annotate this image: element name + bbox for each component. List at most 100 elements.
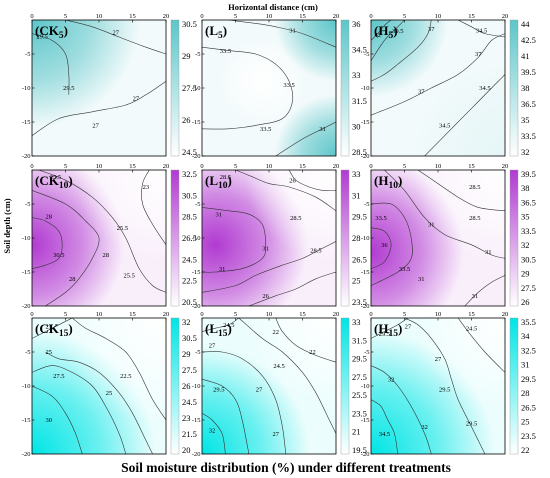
x-tick-label: 10 bbox=[96, 163, 103, 170]
contour-label: 22 bbox=[309, 349, 316, 356]
contour-label: 31 bbox=[216, 211, 223, 218]
colorbar-tick-label: 32 bbox=[521, 147, 530, 157]
colorbar-tick-label: 36.5 bbox=[521, 99, 536, 109]
colorbar-tick-label: 32.5 bbox=[521, 345, 536, 355]
y-tick-label: -20 bbox=[22, 451, 31, 458]
contour-label: 31 bbox=[428, 222, 435, 229]
x-tick-label: 10 bbox=[435, 311, 442, 318]
panel-5: 28.5 26 31 31 31 28.5 28.5 26 0 5 10 15 20 -5 -10 -15 -2… bbox=[192, 163, 367, 310]
x-tick-label: 0 bbox=[30, 13, 33, 20]
contour-line bbox=[32, 385, 83, 454]
contour-label: 25 bbox=[106, 390, 113, 397]
colorbar-tick-label: 35 bbox=[521, 115, 530, 125]
contour-label: 37 bbox=[418, 89, 425, 96]
colorbar: 33 31.5 29.5 27.5 25.5 23.5 21 19.5 bbox=[340, 317, 367, 455]
contour-line bbox=[371, 20, 405, 61]
contour-line bbox=[371, 227, 392, 269]
panel-label: (H15) bbox=[374, 321, 402, 339]
x-tick-label: 5 bbox=[234, 163, 237, 170]
heat-field bbox=[32, 170, 166, 306]
y-tick-label: -15 bbox=[361, 417, 370, 424]
y-tick-label: -10 bbox=[361, 85, 370, 92]
contour-label: 22 bbox=[272, 329, 279, 336]
contour-line bbox=[65, 20, 166, 55]
y-tick-label: -20 bbox=[361, 451, 370, 458]
y-tick-label: -20 bbox=[22, 303, 31, 310]
colorbar-tick-label: 20 bbox=[182, 445, 191, 455]
colorbar: 30.5 29 27.5 26 24.5 bbox=[170, 19, 197, 157]
colorbar-tick-label: 19.5 bbox=[352, 445, 367, 455]
panel-label: (CK5) bbox=[35, 23, 68, 41]
x-tick-label: 20 bbox=[333, 311, 340, 318]
contour-label: 27 bbox=[113, 29, 120, 36]
colorbar-tick-label: 35.5 bbox=[521, 317, 536, 327]
contour-label: 32 bbox=[421, 424, 428, 431]
x-tick-label: 15 bbox=[129, 311, 136, 318]
x-tick-label: 0 bbox=[369, 311, 372, 318]
heat-peak bbox=[202, 170, 336, 306]
contour-label: 27 bbox=[405, 323, 412, 330]
contour-label: 22.5 bbox=[120, 373, 131, 380]
contour-label: 24.5 bbox=[466, 325, 477, 332]
y-tick-label: -20 bbox=[192, 303, 201, 310]
y-tick-label: -15 bbox=[22, 269, 31, 276]
contour-label: 33.5 bbox=[399, 266, 410, 273]
y-tick-label: -5 bbox=[195, 201, 200, 208]
contour-line bbox=[202, 378, 250, 454]
y-tick-label: -15 bbox=[192, 269, 201, 276]
colorbar-tick-label: 39.5 bbox=[521, 169, 536, 179]
x-tick-label: 10 bbox=[266, 163, 273, 170]
y-tick-label: -15 bbox=[22, 417, 31, 424]
left-axis-title: Soil depth (cm) bbox=[2, 198, 12, 253]
contour-line bbox=[32, 365, 127, 454]
y-tick-label: -5 bbox=[195, 349, 200, 356]
contour-label: 28.5 bbox=[290, 215, 301, 222]
panel-label: (L5) bbox=[205, 23, 227, 41]
contour-line bbox=[38, 170, 166, 293]
colorbar-ramp bbox=[170, 19, 180, 157]
x-tick-label: 0 bbox=[200, 311, 203, 318]
contour-line bbox=[371, 20, 432, 82]
colorbar-tick-label: 28.5 bbox=[182, 212, 197, 222]
x-tick-label: 5 bbox=[234, 13, 237, 20]
x-tick-label: 5 bbox=[234, 311, 237, 318]
colorbar-ramp bbox=[509, 317, 519, 455]
colorbar-tick-label: 25 bbox=[352, 276, 361, 286]
colorbar-tick-label: 30.5 bbox=[182, 333, 197, 343]
contour-label: 23 bbox=[143, 184, 150, 191]
colorbar: 32 30.5 29 27.5 26 24.5 23 21.5 20 bbox=[170, 317, 197, 455]
colorbar-tick-label: 34 bbox=[521, 331, 530, 341]
x-tick-label: 20 bbox=[163, 13, 170, 20]
contour-label: 27 bbox=[92, 123, 99, 130]
contour-label: 31 bbox=[262, 245, 269, 252]
contour-label: 28 bbox=[46, 213, 53, 220]
contour-label: 25 bbox=[46, 349, 53, 356]
y-tick-label: -20 bbox=[22, 153, 31, 160]
contour-lines bbox=[371, 170, 505, 306]
contour-label: 31 bbox=[319, 126, 326, 133]
contour-label: 27 bbox=[435, 356, 442, 363]
colorbar-tick-label: 28 bbox=[352, 233, 361, 243]
y-tick-label: -15 bbox=[361, 119, 370, 126]
y-tick-label: -20 bbox=[192, 451, 201, 458]
colorbar-tick-label: 39.5 bbox=[521, 67, 536, 77]
y-tick-label: -10 bbox=[192, 235, 201, 242]
colorbar-tick-label: 31 bbox=[521, 360, 530, 370]
heat-field bbox=[371, 20, 505, 156]
contour-lines bbox=[202, 318, 336, 454]
contour-line bbox=[202, 318, 239, 332]
colorbar-tick-label: 26 bbox=[182, 381, 191, 391]
y-tick-label: -20 bbox=[361, 303, 370, 310]
x-tick-label: 20 bbox=[502, 311, 509, 318]
colorbar: 44 42.5 41 39.5 38 36.5 35 33.5 32 bbox=[509, 19, 536, 157]
heat-field bbox=[371, 170, 505, 306]
x-tick-label: 20 bbox=[163, 311, 170, 318]
colorbar-tick-label: 21 bbox=[352, 427, 361, 437]
colorbar-ramp bbox=[509, 169, 519, 307]
colorbar-tick-label: 31 bbox=[352, 190, 361, 200]
y-tick-label: -10 bbox=[22, 235, 31, 242]
colorbar-tick-label: 26.5 bbox=[182, 233, 197, 243]
y-tick-label: -5 bbox=[364, 51, 369, 58]
contour-label: 25.5 bbox=[50, 174, 61, 181]
